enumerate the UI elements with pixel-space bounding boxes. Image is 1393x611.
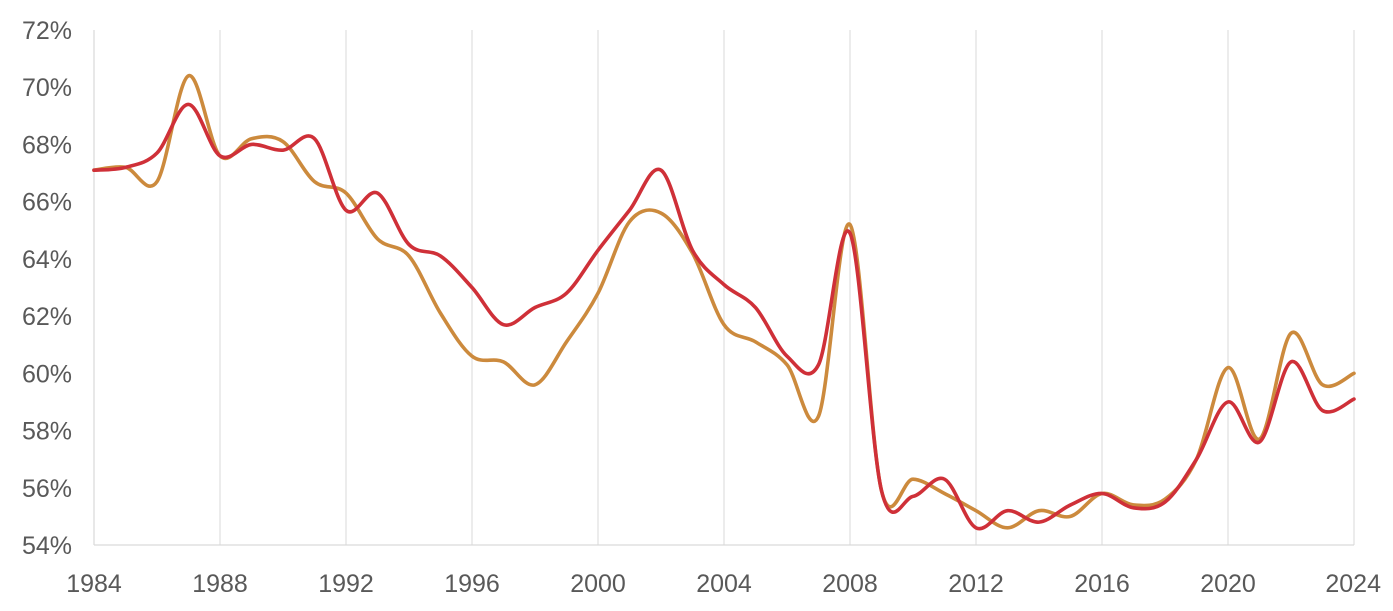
x-tick-label: 1984	[66, 570, 122, 598]
x-tick-label: 1992	[318, 570, 374, 598]
y-tick-label: 64%	[22, 246, 72, 274]
x-tick-label: 2016	[1074, 570, 1130, 598]
series-line-2	[92, 102, 1356, 531]
x-tick-label: 2012	[948, 570, 1004, 598]
axes	[93, 30, 1354, 546]
x-tick-label: 2008	[822, 570, 878, 598]
gridlines	[93, 30, 1355, 545]
x-tick-label: 2004	[696, 570, 752, 598]
x-tick-label: 1988	[192, 570, 248, 598]
y-tick-labels: 54% 56% 58% 60% 62% 64% 66% 68% 70% 72%	[22, 17, 72, 560]
y-tick-label: 56%	[22, 475, 72, 503]
series-lines	[92, 73, 1356, 531]
x-tick-label: 1996	[444, 570, 500, 598]
x-tick-labels: 1984 1988 1992 1996 2000 2004 2008 2012 2016 2020…	[66, 570, 1381, 598]
y-tick-label: 54%	[22, 532, 72, 560]
y-tick-label: 58%	[22, 418, 72, 446]
y-tick-label: 68%	[22, 131, 72, 159]
y-tick-label: 72%	[22, 17, 72, 45]
y-tick-label: 70%	[22, 74, 72, 102]
y-tick-label: 66%	[22, 189, 72, 217]
x-tick-label: 2000	[570, 570, 626, 598]
y-tick-label: 62%	[22, 303, 72, 331]
x-tick-label: 2020	[1200, 570, 1256, 598]
x-tick-label: 2024	[1325, 570, 1381, 598]
series-line-1	[92, 73, 1356, 530]
y-tick-label: 60%	[22, 360, 72, 388]
